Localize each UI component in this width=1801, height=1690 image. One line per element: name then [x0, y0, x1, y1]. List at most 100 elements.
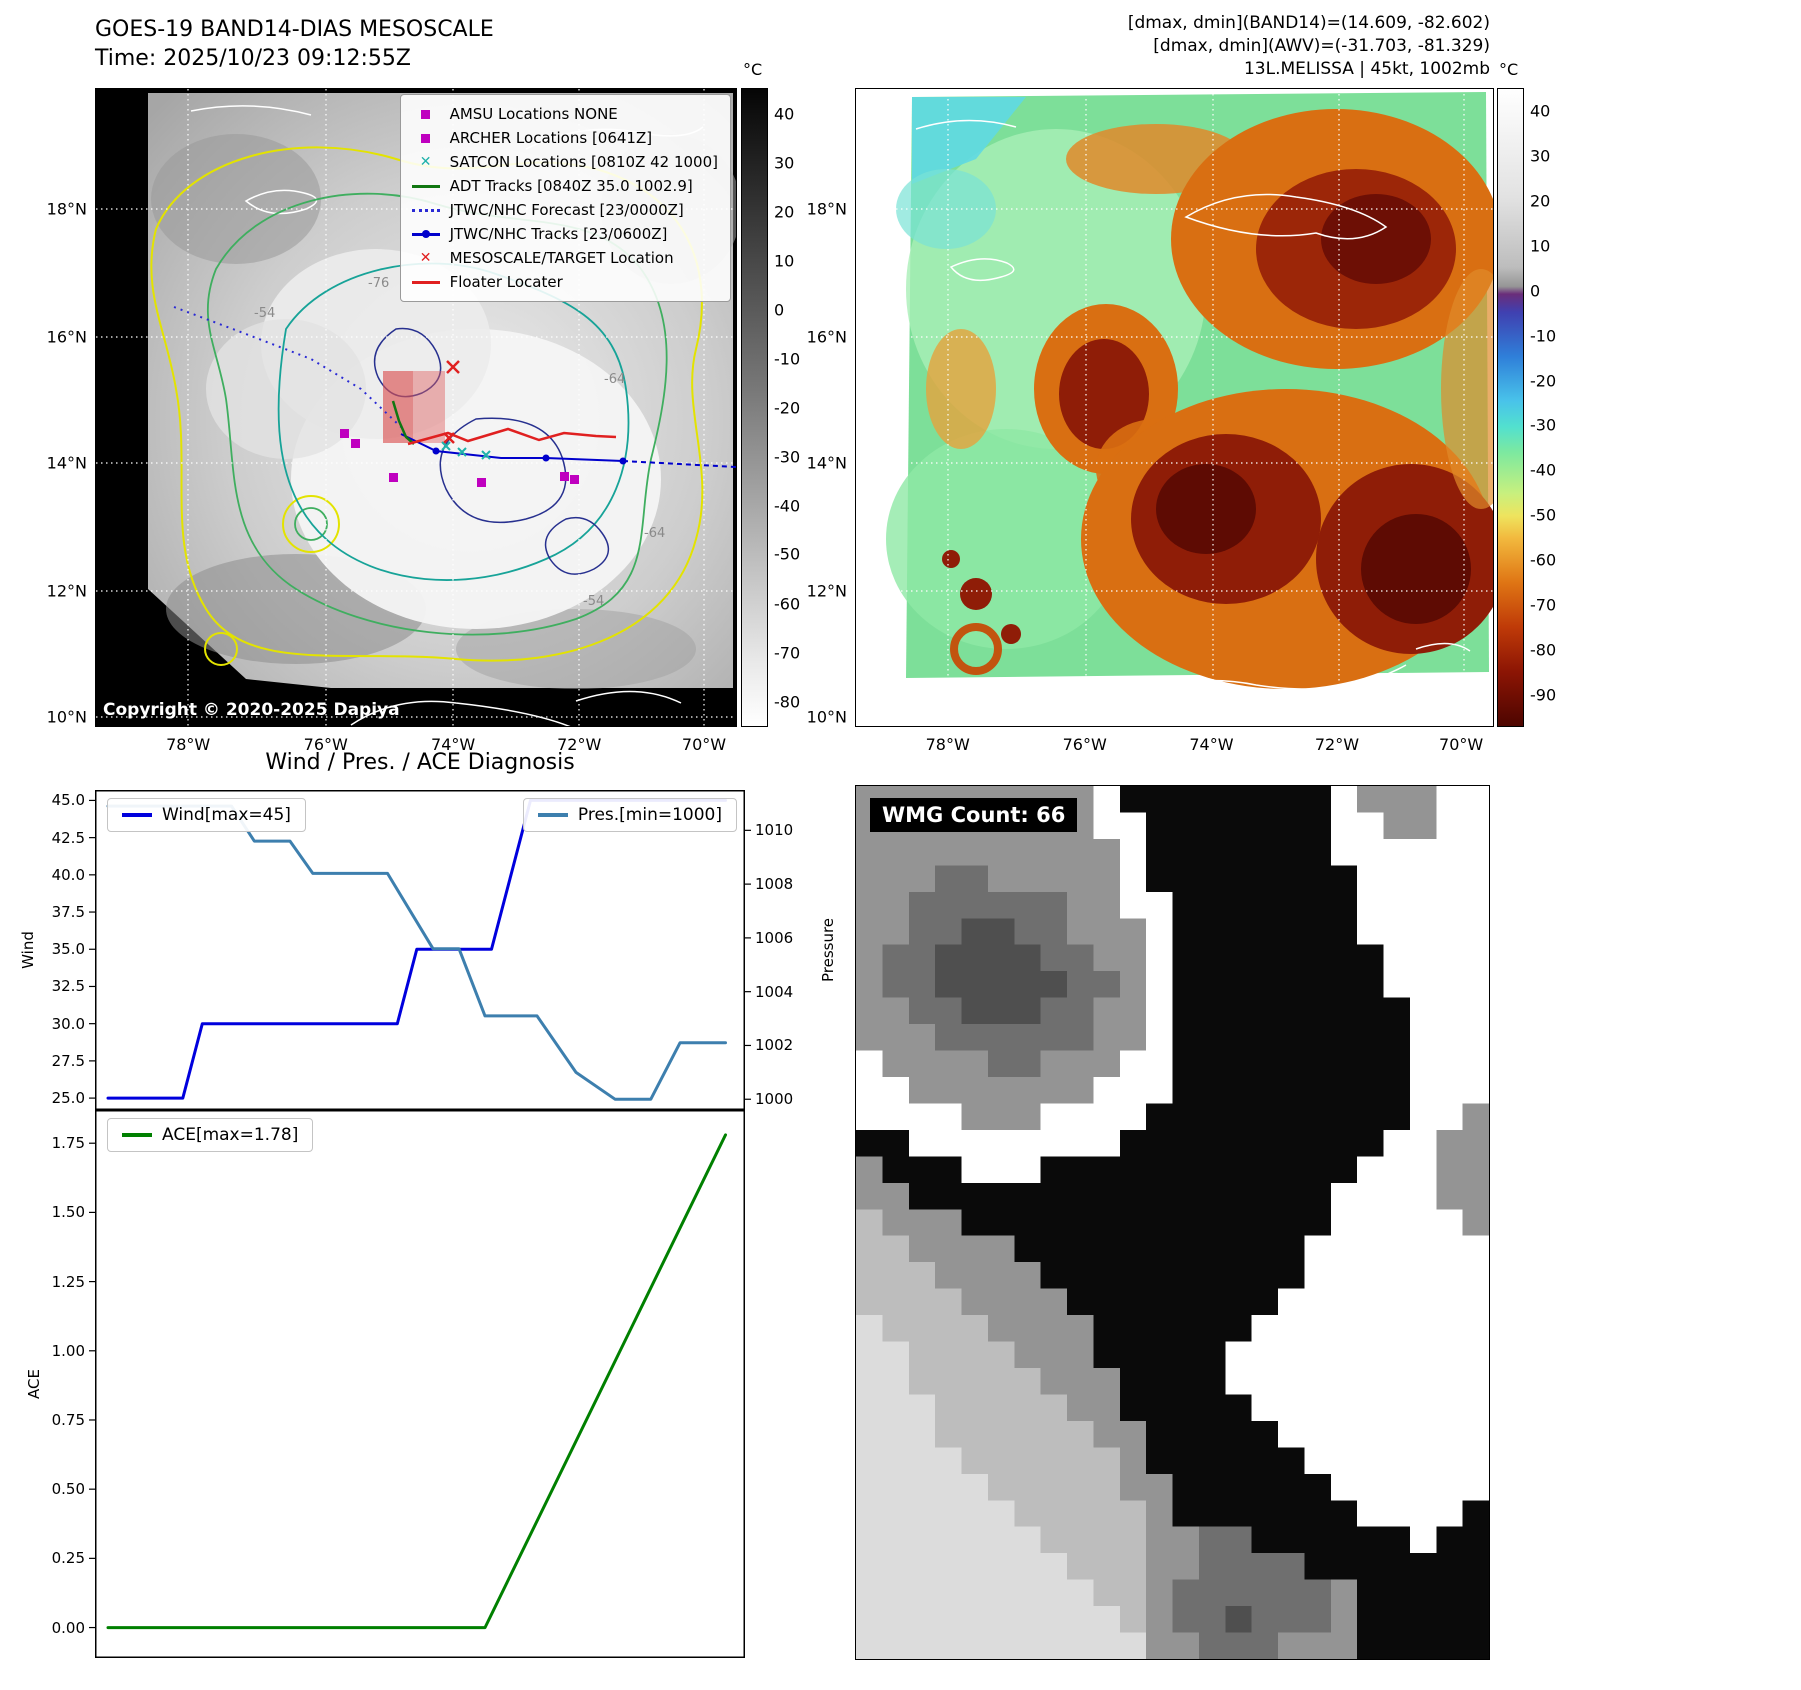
lon-tick-label: 78°W	[166, 735, 211, 754]
lon-tick-label: 74°W	[431, 735, 476, 754]
lon-tick-label: 70°W	[681, 735, 727, 754]
colorbar-tick-label: -10	[1530, 326, 1557, 346]
legend-item: ✕ SATCON Locations [0810Z 42 1000]	[409, 150, 718, 174]
legend-item: Floater Locater	[409, 270, 718, 294]
legend-item-label: ADT Tracks [0840Z 35.0 1002.9]	[449, 177, 693, 195]
y-tick-label: 1000	[755, 1090, 794, 1109]
y-tick-label: 32.5	[51, 977, 85, 996]
lon-tick-label: 76°W	[303, 735, 348, 754]
copyright: Copyright © 2020-2025 Dapiya	[103, 700, 400, 720]
legend-item-label: MESOSCALE/TARGET Location	[449, 249, 674, 267]
y-tick-label: 45.0	[51, 791, 85, 810]
line-dot-marker-icon	[409, 226, 443, 242]
lat-tick-label: 10°N	[806, 707, 847, 727]
awv-colorbar-unit: °C	[1499, 60, 1519, 79]
lat-tick-label: 12°N	[806, 581, 847, 601]
y-tick-label: 35.0	[51, 940, 85, 959]
satcon-markers	[441, 441, 491, 460]
colorbar-tick-label: 30	[1530, 146, 1551, 166]
legend-item-label: SATCON Locations [0810Z 42 1000]	[449, 153, 718, 171]
awv-title: [dmax, dmin](BAND14)=(14.609, -82.602) […	[1128, 12, 1490, 81]
band14-colorbar-unit: °C	[743, 60, 763, 79]
colorbar-tick-label: -20	[1530, 371, 1557, 391]
square-marker-icon	[409, 106, 443, 122]
colorbar-tick-label: -30	[774, 447, 801, 466]
lat-tick-label: 10°N	[46, 707, 87, 727]
lat-tick-label: 16°N	[806, 327, 847, 347]
wind-pressure-chart: Wind[max=45] Pres.[min=1000] 45.0 42.5 40.…	[52, 790, 793, 1110]
legend-item-label: JTWC/NHC Forecast [23/0000Z]	[449, 201, 684, 219]
legend-item-label: Floater Locater	[449, 273, 563, 291]
y-tick-label: 0.00	[51, 1618, 85, 1637]
pressure-axis-label: Pressure	[819, 917, 837, 983]
dotted-marker-icon	[409, 202, 443, 218]
x-marker-icon: ✕	[419, 250, 432, 266]
colorbar-tick-label: -30	[1530, 415, 1557, 435]
y-tick-label: 25.0	[51, 1089, 85, 1108]
ace-line-swatch	[122, 1133, 152, 1137]
svg-text:-54: -54	[254, 306, 275, 321]
y-tick-label: 30.0	[51, 1014, 85, 1033]
y-tick-label: 40.0	[51, 865, 85, 884]
legend-item: ADT Tracks [0840Z 35.0 1002.9]	[409, 174, 718, 198]
legend-item: JTWC/NHC Tracks [23/0600Z]	[409, 222, 718, 246]
adt-track	[391, 400, 415, 445]
pressure-line-swatch	[537, 813, 568, 817]
colorbar-tick-label: 20	[774, 202, 795, 221]
pressure-legend-label: Pres.[min=1000]	[577, 805, 722, 825]
wind-legend: Wind[max=45]	[107, 798, 306, 832]
lon-tick-label: 78°W	[925, 735, 970, 754]
line-marker-icon	[409, 178, 443, 194]
legend-item: JTWC/NHC Forecast [23/0000Z]	[409, 198, 718, 222]
colorbar-tick-label: -50	[1530, 505, 1557, 525]
colorbar-tick-label: -70	[1530, 595, 1557, 615]
y-tick-label: 27.5	[51, 1051, 85, 1070]
wmg-panel: WMG Count: 66	[855, 785, 1490, 1660]
wmg-count-label: WMG Count: 66	[870, 798, 1078, 832]
y-tick-label: 1008	[755, 875, 794, 894]
ace-legend-label: ACE[max=1.78]	[162, 1125, 299, 1145]
colorbar-tick-label: 20	[1530, 191, 1551, 211]
band14-legend: AMSU Locations NONE ARCHER Locations [064…	[399, 94, 731, 302]
colorbar-tick-label: 40	[774, 104, 795, 123]
colorbar-tick-label: -60	[1530, 550, 1557, 570]
colorbar-tick-label: 40	[1530, 101, 1551, 121]
lat-tick-label: 16°N	[46, 327, 87, 347]
lat-tick-label: 18°N	[806, 199, 847, 219]
y-tick-label: 37.5	[51, 903, 85, 922]
awv-satellite-image	[856, 89, 1493, 726]
wmg-pixel-image	[856, 786, 1489, 1659]
colorbar-tick-label: 10	[774, 251, 795, 270]
y-tick-label: 1.00	[51, 1341, 85, 1360]
graticule	[856, 89, 1493, 726]
svg-text:-54: -54	[583, 594, 604, 609]
square-marker-icon	[409, 130, 443, 146]
lon-tick-label: 74°W	[1189, 735, 1234, 754]
awv-title-line1: [dmax, dmin](BAND14)=(14.609, -82.602)	[1127, 13, 1490, 33]
lat-tick-label: 14°N	[46, 453, 87, 473]
jtwc-track	[400, 433, 624, 462]
colorbar-tick-label: -40	[774, 496, 801, 515]
awv-colorbar: 40 30 20 10 0 -10 -20 -30 -40 -50 -60 -70 -80 -90	[1497, 88, 1556, 727]
awv-map: 18°N 16°N 14°N 12°N 10°N 78°W 76°W 74°W 72°W 70°W	[807, 88, 1494, 754]
band14-colorbar: 40 30 20 10 0 -10 -20 -30 -40 -50 -60 -70 -80	[741, 88, 800, 727]
y-tick-label: 1006	[755, 928, 794, 947]
lon-tick-label: 72°W	[557, 735, 602, 754]
colorbar-tick-label: -70	[774, 643, 801, 662]
colorbar-tick-label: 30	[774, 153, 795, 172]
band14-title-line1: GOES-19 BAND14-DIAS MESOSCALE	[95, 17, 494, 42]
lat-tick-label: 18°N	[46, 199, 87, 219]
colorbar-tick-label: -20	[774, 398, 801, 417]
band14-map: -76 -54 -64 -54 -64 AMSU Locations NONE ARCHE…	[47, 88, 737, 754]
diagnosis-title: Wind / Pres. / ACE Diagnosis	[265, 750, 575, 775]
target-box	[383, 371, 445, 443]
colorbar-tick-label: -50	[774, 544, 801, 564]
lon-tick-label: 76°W	[1062, 735, 1107, 754]
awv-title-line3: 13L.MELISSA | 45kt, 1002mb	[1243, 58, 1490, 79]
y-tick-label: 1004	[755, 982, 794, 1001]
svg-text:-64: -64	[604, 372, 625, 387]
legend-item: ARCHER Locations [0641Z]	[409, 126, 718, 150]
y-tick-label: 1010	[755, 821, 794, 840]
legend-item-label: ARCHER Locations [0641Z]	[449, 129, 653, 147]
